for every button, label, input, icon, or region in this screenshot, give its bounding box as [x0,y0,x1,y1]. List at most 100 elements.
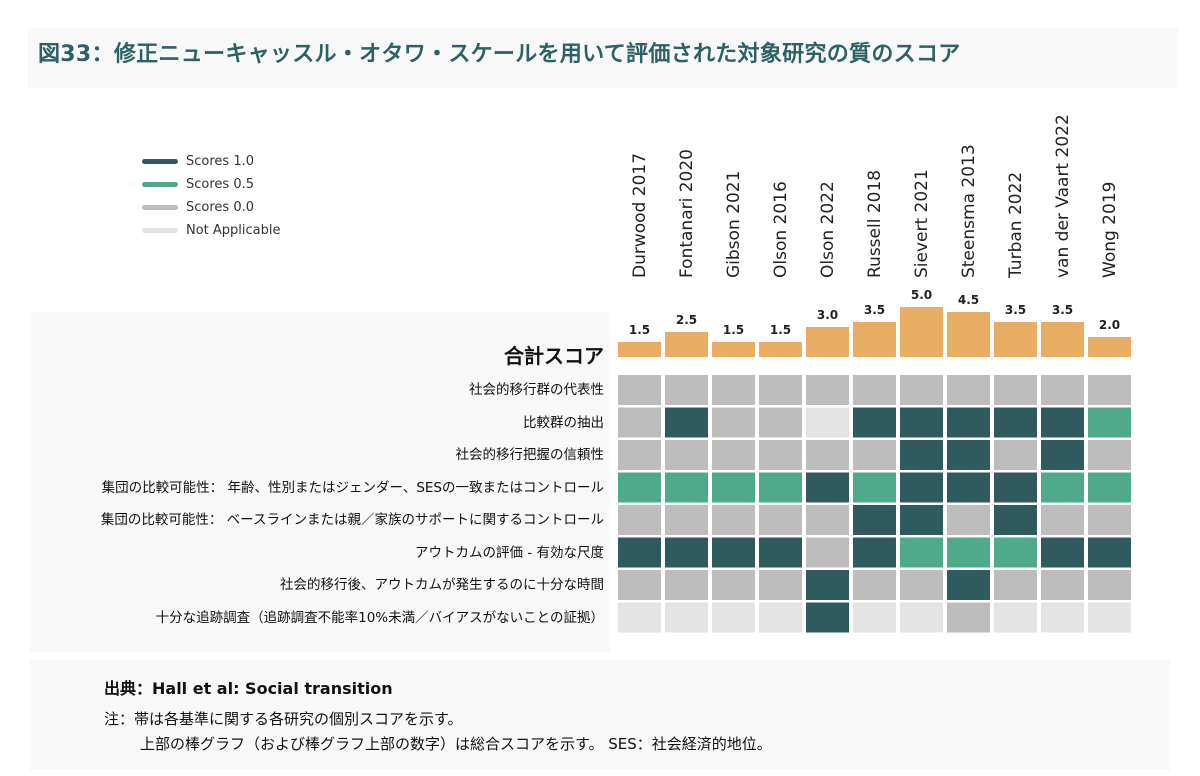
score-cell [994,407,1037,438]
score-cell [712,407,755,438]
score-cell [665,407,708,438]
score-cell [806,537,849,568]
total-score-bar [712,342,755,357]
score-cell [1041,505,1084,535]
score-cell [853,505,896,535]
score-cell [1088,602,1131,633]
score-cell [1088,407,1131,438]
score-cell [806,440,849,470]
score-cell [665,375,708,405]
total-score-value: 3.0 [817,308,838,322]
legend-swatch [142,159,178,164]
score-cell [665,472,708,503]
score-cell [1041,602,1084,633]
score-cell [759,440,802,470]
score-cell [618,440,661,470]
score-cell [900,375,943,405]
total-score-bar [853,322,896,357]
score-cell [806,375,849,405]
score-cell [665,440,708,470]
total-score-value: 1.5 [770,323,791,337]
score-cell [618,537,661,568]
score-cell [853,537,896,568]
legend-item-score-05: Scores 0.5 [142,173,281,196]
score-cell [806,505,849,535]
score-cell [1088,537,1131,568]
score-cell [618,407,661,438]
score-cell [994,375,1037,405]
score-cell [1041,472,1084,503]
score-cell [665,505,708,535]
score-cell [806,407,849,438]
score-cell [947,375,990,405]
score-cell [1088,505,1131,535]
score-cell [853,602,896,633]
score-cell [712,602,755,633]
score-cell [759,505,802,535]
score-cell [900,602,943,633]
total-score-bar [900,307,943,357]
legend-label: Scores 0.5 [186,177,254,192]
score-cell [712,537,755,568]
score-cell [806,570,849,600]
note-text-line1: 注：帯は各基準に関する各研究の個別スコアを示す。 [104,710,463,728]
score-cell [853,407,896,438]
total-score-bar [947,312,990,357]
score-cell [712,472,755,503]
criterion-label: 社会的移行把握の信頼性 [455,447,605,463]
score-cell [994,570,1037,600]
total-score-value: 3.5 [1005,303,1026,317]
source-text: 出典：Hall et al: Social transition [104,679,393,698]
score-cell [665,602,708,633]
score-cell [853,570,896,600]
score-cell [712,375,755,405]
score-cell [994,537,1037,568]
page-title: 図33：修正ニューキャッスル・オタワ・スケールを用いて評価された対象研究の質のス… [38,42,961,67]
score-cell [618,375,661,405]
total-score-bar [759,342,802,357]
legend-label: Not Applicable [186,223,281,238]
score-cell [1041,537,1084,568]
score-cell [947,440,990,470]
total-score-value: 5.0 [911,288,932,302]
score-cell [947,537,990,568]
score-cell [900,440,943,470]
score-cell [1041,375,1084,405]
total-score-value: 3.5 [1052,303,1073,317]
legend-label: Scores 0.0 [186,200,254,215]
total-score-bar [1088,337,1131,357]
criterion-label: 社会的移行後、アウトカムが発生するのに十分な時間 [280,577,604,593]
title-panel [28,28,1178,88]
total-score-bar [1041,322,1084,357]
score-cell [947,407,990,438]
score-cell [759,375,802,405]
score-cell [1041,440,1084,470]
total-score-label: 合計スコア [504,344,604,368]
score-cell [759,407,802,438]
score-cell [900,505,943,535]
legend: Scores 1.0 Scores 0.5 Scores 0.0 Not App… [142,150,281,242]
total-score-bar [665,332,708,357]
score-cell [618,505,661,535]
score-cell [1041,407,1084,438]
score-cell [947,602,990,633]
total-score-value: 4.5 [958,293,979,307]
legend-item-score-1: Scores 1.0 [142,150,281,173]
total-score-value: 1.5 [723,323,744,337]
total-score-bar [806,327,849,357]
score-cell [712,440,755,470]
score-cell [853,440,896,470]
score-cell [665,570,708,600]
total-score-bar [994,322,1037,357]
score-cell [618,570,661,600]
score-cell [759,602,802,633]
score-cell [853,375,896,405]
score-cell [994,472,1037,503]
total-score-value: 3.5 [864,303,885,317]
total-score-value: 1.5 [629,323,650,337]
score-cell [806,472,849,503]
score-cell [947,570,990,600]
score-cell [665,537,708,568]
score-cell [994,505,1037,535]
score-cell [759,537,802,568]
